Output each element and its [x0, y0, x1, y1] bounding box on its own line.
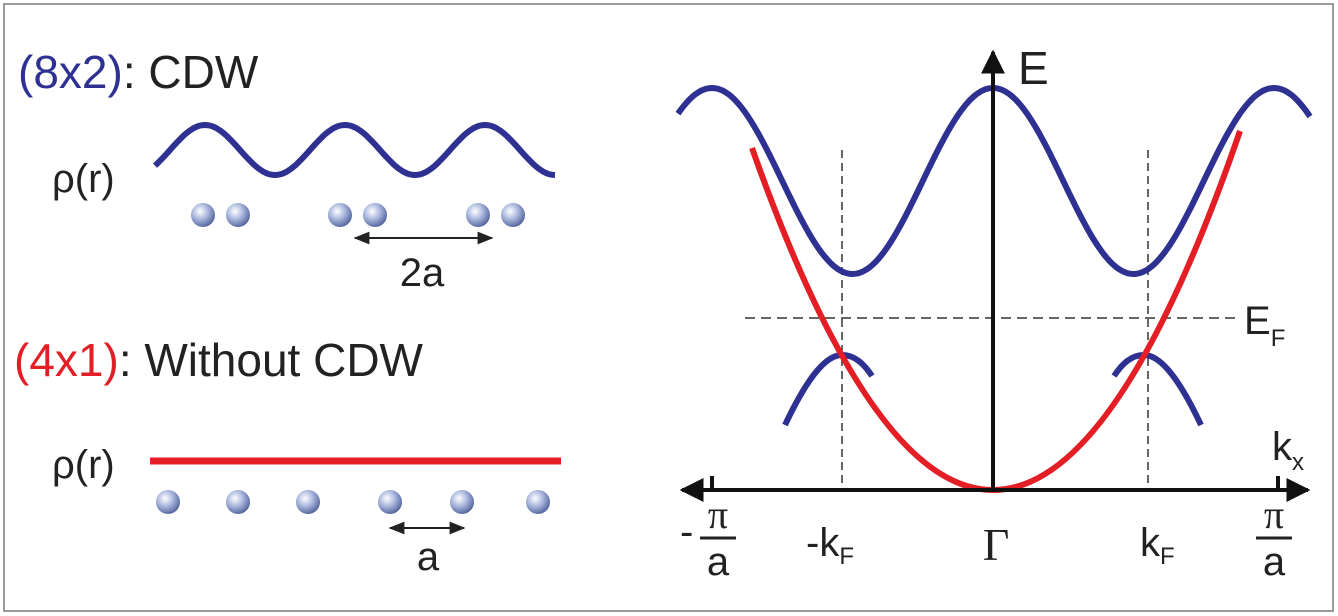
- kf-label: kF: [1140, 521, 1175, 570]
- atom: [363, 203, 387, 227]
- atom: [191, 203, 215, 227]
- density-label: ρ(r): [52, 157, 115, 201]
- neg-kf-sub: F: [839, 543, 854, 570]
- gamma-label: Γ: [983, 519, 1010, 570]
- atom: [378, 490, 402, 514]
- k-label: kx: [1272, 425, 1304, 476]
- atom: [501, 203, 525, 227]
- density-wave: [152, 121, 556, 179]
- atom: [296, 490, 320, 514]
- fermi-main: E: [1244, 299, 1271, 343]
- zone-sign: -: [680, 510, 693, 554]
- atoms: [191, 203, 525, 227]
- nocdw-text: : Without CDW: [119, 334, 424, 386]
- atom: [226, 203, 250, 227]
- fermi-sub: F: [1271, 325, 1286, 352]
- cdw-lower-band: [1111, 351, 1204, 427]
- nocdw-label: (4x1): [14, 334, 119, 386]
- zone-denominator: a: [1263, 540, 1286, 584]
- k-main: k: [1272, 425, 1293, 469]
- kf-sub: F: [1160, 543, 1175, 570]
- k-sub: x: [1292, 449, 1304, 476]
- energy-label: E: [1018, 42, 1049, 94]
- density-label: ρ(r): [52, 443, 115, 487]
- neg-kf-main: -k: [806, 521, 840, 565]
- free-band: [749, 130, 1243, 494]
- atom: [156, 490, 180, 514]
- spacing-label: 2a: [400, 251, 445, 295]
- atom: [226, 490, 250, 514]
- atom: [450, 490, 474, 514]
- cdw-text: : CDW: [123, 46, 259, 98]
- atom: [466, 203, 490, 227]
- cdw-lower-band: [782, 351, 875, 427]
- kf-main: k: [1140, 521, 1161, 565]
- zone-numerator: π: [708, 492, 728, 537]
- neg-kf-label: -kF: [806, 521, 854, 570]
- cdw-label: (8x2): [18, 46, 123, 98]
- frame: [3, 3, 1334, 612]
- zone-denominator: a: [707, 540, 730, 584]
- atoms: [156, 490, 550, 514]
- fermi-label: EF: [1244, 299, 1285, 352]
- atom: [526, 490, 550, 514]
- zone-numerator: π: [1264, 492, 1284, 537]
- cdw-heading: (8x2): CDW: [18, 46, 259, 98]
- spacing-label: a: [417, 535, 440, 579]
- nocdw-heading: (4x1): Without CDW: [14, 334, 424, 386]
- atom: [328, 203, 352, 227]
